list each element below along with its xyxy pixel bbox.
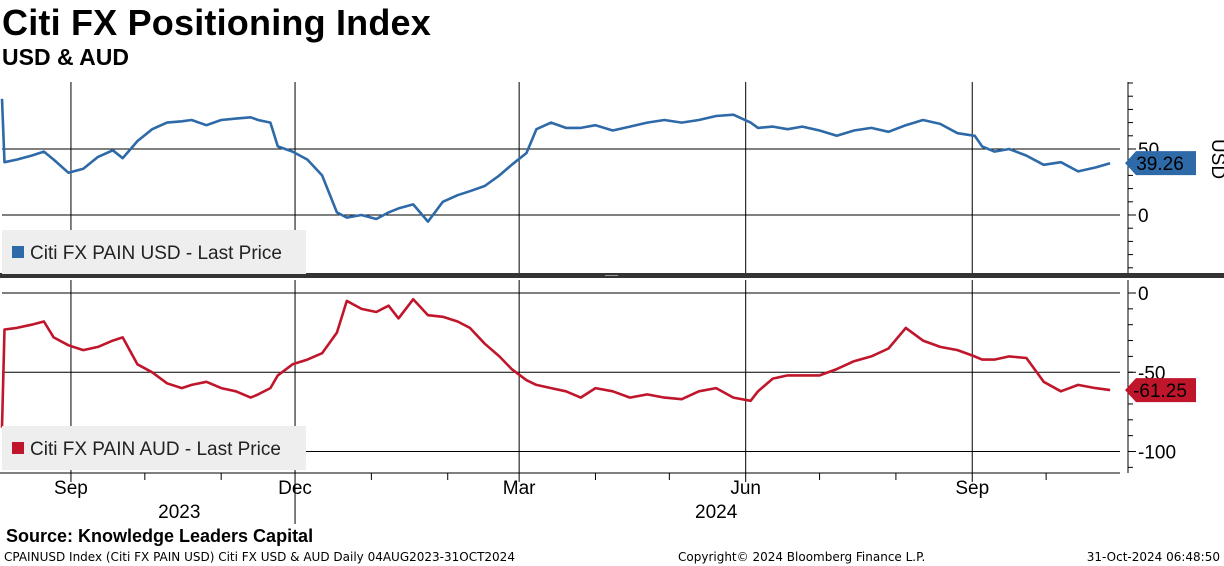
y-tick-label: 0 bbox=[1138, 284, 1149, 305]
x-tick-label: Sep bbox=[54, 478, 88, 499]
last-value-tag bbox=[1125, 378, 1196, 403]
legend-label: Citi FX PAIN AUD - Last Price bbox=[30, 439, 281, 460]
aud-legend: Citi FX PAIN AUD - Last Price bbox=[2, 426, 306, 470]
x-tick-label: Dec bbox=[278, 478, 312, 499]
source-note: Source: Knowledge Leaders Capital bbox=[6, 526, 314, 546]
last-value-label: -61.25 bbox=[1133, 381, 1187, 402]
chart-subtitle: USD & AUD bbox=[2, 44, 129, 70]
x-tick-label: Sep bbox=[955, 478, 989, 499]
y-axis-title: USD bbox=[1207, 139, 1224, 179]
x-tick-label: Jun bbox=[730, 478, 761, 499]
last-value-tag bbox=[1125, 151, 1196, 176]
footer-timestamp: 31-Oct-2024 06:48:50 bbox=[1086, 550, 1220, 564]
usd-series-line bbox=[0, 98, 1111, 223]
legend-swatch bbox=[12, 442, 24, 454]
legend-box bbox=[2, 426, 306, 470]
aud-series-line bbox=[0, 297, 1111, 428]
y-tick-label: -100 bbox=[1138, 443, 1176, 464]
usd-legend: Citi FX PAIN USD - Last Price bbox=[2, 230, 306, 274]
chart-title: Citi FX Positioning Index bbox=[2, 2, 432, 43]
legend-label: Citi FX PAIN USD - Last Price bbox=[30, 243, 282, 264]
y-tick-label: 0 bbox=[1138, 206, 1149, 227]
legend-swatch bbox=[12, 246, 24, 258]
legend-box bbox=[2, 230, 306, 274]
last-value-label: 39.26 bbox=[1136, 154, 1184, 175]
x-year-label: 2023 bbox=[158, 502, 200, 523]
x-tick-label: Mar bbox=[503, 478, 536, 499]
x-year-label: 2024 bbox=[695, 502, 738, 523]
footer-index-info: CPAINUSD Index (Citi FX PAIN USD) Citi F… bbox=[4, 550, 515, 564]
footer-copyright: Copyright© 2024 Bloomberg Finance L.P. bbox=[678, 550, 926, 564]
